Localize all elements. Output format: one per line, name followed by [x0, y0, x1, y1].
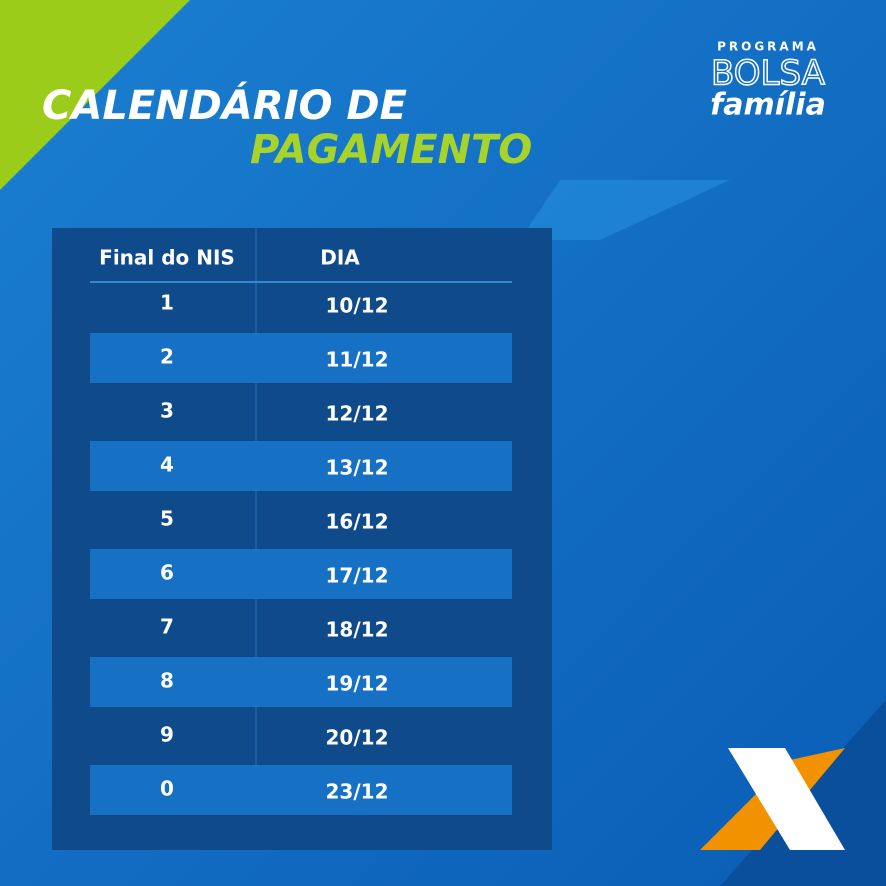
- title-line: CALENDÁRIO DE: [42, 81, 407, 129]
- table-panel: [52, 228, 552, 850]
- row-band: [90, 765, 512, 815]
- column-header: Final do NIS: [99, 246, 235, 270]
- row-band: [90, 657, 512, 707]
- day-cell: 23/12: [326, 780, 389, 804]
- nis-cell: 7: [160, 615, 174, 639]
- nis-cell: 8: [160, 669, 174, 693]
- green-corner: [0, 0, 190, 190]
- nis-cell: 4: [160, 453, 174, 477]
- column-header: DIA: [320, 246, 360, 270]
- row-band: [90, 333, 512, 383]
- logo-name: BOLSA: [711, 54, 825, 94]
- day-cell: 12/12: [326, 402, 389, 426]
- day-cell: 16/12: [326, 510, 389, 534]
- logo-subname: família: [710, 88, 826, 123]
- caixa-logo: [700, 748, 845, 850]
- nis-cell: 0: [160, 777, 174, 801]
- title-line: PAGAMENTO: [250, 127, 532, 173]
- logo-program: PROGRAMA: [717, 40, 819, 54]
- day-cell: 13/12: [326, 456, 389, 480]
- nis-cell: 1: [160, 291, 174, 315]
- day-cell: 17/12: [326, 564, 389, 588]
- nis-cell: 2: [160, 345, 174, 369]
- row-band: [90, 549, 512, 599]
- nis-cell: 6: [160, 561, 174, 585]
- nis-cell: 3: [160, 399, 174, 423]
- row-band: [90, 441, 512, 491]
- day-cell: 10/12: [326, 294, 389, 318]
- decor: [520, 180, 730, 240]
- table-body: 1 10/12 2 11/12 3 12/12 4 13/12 5 16/12 6 17/12 7 18/…: [90, 291, 512, 815]
- day-cell: 18/12: [326, 618, 389, 642]
- day-cell: 20/12: [326, 726, 389, 750]
- logo-stroke: [728, 748, 845, 850]
- day-cell: 19/12: [326, 672, 389, 696]
- nis-cell: 5: [160, 507, 174, 531]
- nis-cell: 9: [160, 723, 174, 747]
- day-cell: 11/12: [326, 348, 389, 372]
